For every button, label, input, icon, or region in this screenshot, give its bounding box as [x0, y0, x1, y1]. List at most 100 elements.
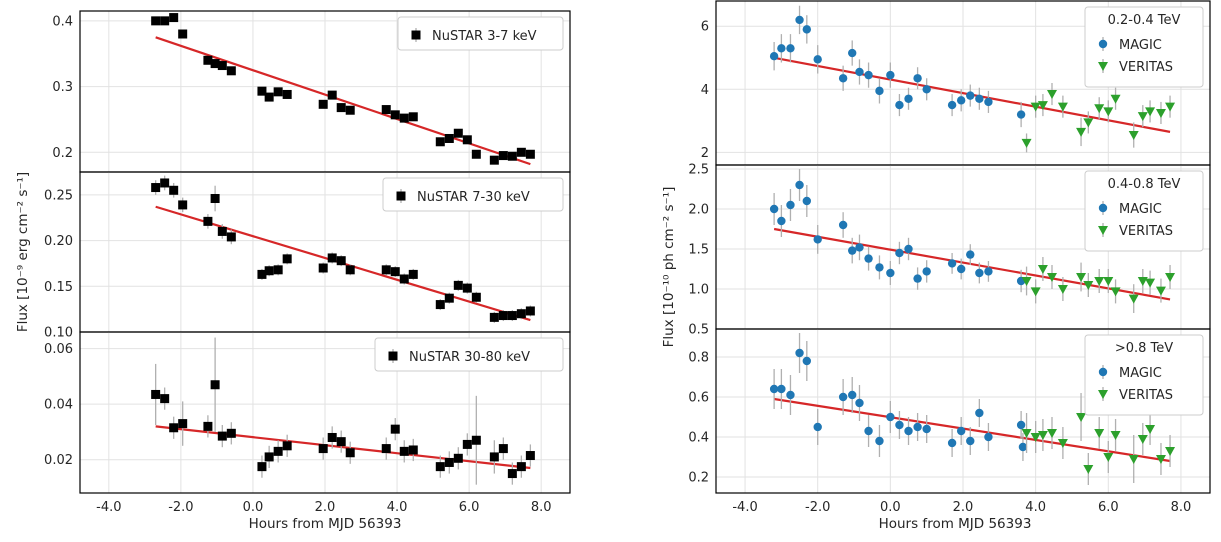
panel-1-legend-label: NuSTAR 3-7 keV: [432, 29, 537, 44]
panel-5-magic-point: [848, 246, 857, 255]
panel-3-x-tick-label: 6.0: [459, 500, 480, 515]
panel-6-magic-point: [855, 398, 864, 408]
panel-4-legend-label: MAGIC: [1119, 38, 1162, 53]
panel-5-legend-label: VERITAS: [1119, 224, 1173, 239]
panel-6-x-tick-label: 8.0: [1171, 500, 1192, 515]
panel-2-nustar-7-30-kev-point: [203, 216, 213, 226]
left-xlabel: Hours from MJD 56393: [249, 516, 402, 532]
panel-6: 0.2 0.4 0.6 0.8 -4.0 -2.0 0.0 2.0 4.0 6.0 8.0 >0.8 …: [688, 328, 1211, 515]
panel-4-magic-point: [895, 100, 904, 110]
panel-5-magic-point: [975, 268, 984, 278]
panel-1-nustar-3-7-kev-point: [226, 66, 236, 76]
panel-2-nustar-7-30-kev-point: [399, 274, 409, 284]
panel-1-nustar-3-7-kev-point: [178, 29, 188, 39]
panel-3-x-tick-label: -4.0: [96, 500, 121, 515]
panel-2-legend-box: [382, 177, 564, 212]
panel-1-nustar-3-7-kev-point: [489, 155, 499, 165]
panel-1-nustar-3-7-kev-point: [381, 105, 391, 115]
panel-4-veritas-point: [1145, 107, 1156, 117]
panel-2-nustar-7-30-kev-point: [318, 263, 328, 273]
panel-5-y-tick-label: 0.5: [688, 323, 709, 338]
panel-3-nustar-30-80-kev-point: [399, 446, 409, 456]
panel-3-nustar-30-80-kev-point: [178, 419, 188, 429]
panel-5-magic-point: [864, 254, 873, 263]
panel-4-veritas-point: [1057, 102, 1068, 112]
panel-6-legend-title: >0.8 TeV: [1115, 341, 1173, 356]
panel-6-magic-point: [786, 390, 795, 400]
panel-3-x-tick-label: -2.0: [168, 500, 193, 515]
panel-6-legend-label: MAGIC: [1119, 366, 1162, 381]
panel-5-magic-point: [895, 248, 904, 258]
panel-5-veritas-point: [1046, 273, 1057, 282]
panel-4-magic-point: [769, 51, 779, 61]
panel-6-legend: >0.8 TeV MAGIC VERITAS: [1084, 334, 1204, 416]
panel-3-nustar-30-80-kev-point: [160, 394, 170, 404]
panel-6-veritas-point: [1165, 447, 1176, 456]
panel-3-plot-area: [151, 337, 535, 485]
panel-6-veritas-point: [1083, 465, 1094, 474]
panel-1-legend-marker: [411, 30, 421, 40]
panel-1-legend: NuSTAR 3-7 keV: [397, 16, 564, 51]
panel-3-nustar-30-80-kev-point: [203, 421, 213, 431]
panel-6-y-tick-label: 0.6: [688, 391, 709, 406]
panel-6-y-tick-label: 0.8: [688, 351, 709, 366]
panel-3-nustar-30-80-kev-point: [210, 380, 220, 390]
panel-5-magic-point: [947, 259, 957, 268]
panel-3-nustar-30-80-kev-point: [336, 437, 346, 447]
panel-2-nustar-7-30-kev-point: [525, 306, 535, 316]
panel-4-magic-point: [1016, 110, 1026, 119]
panel-4-magic-point: [975, 94, 984, 103]
panel-4-magic-point: [838, 74, 848, 83]
panel-6-veritas-point: [1076, 413, 1087, 422]
panel-6-magic-point: [904, 426, 913, 436]
panel-2-nustar-7-30-kev-point: [169, 185, 179, 195]
panel-4-veritas-point: [1037, 101, 1048, 111]
panel-4-legend-marker: [1098, 39, 1108, 49]
panel-4-magic-point: [956, 96, 966, 105]
panel-5-y-tick-label: 2.0: [688, 203, 709, 218]
panel-4-magic-point: [777, 44, 786, 53]
panel-3-nustar-30-80-kev-point: [282, 441, 292, 451]
panel-2-nustar-7-30-kev-point: [178, 200, 188, 210]
panel-5-magic-point: [922, 267, 931, 276]
panel-1-nustar-3-7-kev-point: [471, 149, 481, 159]
panel-3-nustar-30-80-kev-point: [345, 448, 355, 458]
panel-6-x-tick-label: -2.0: [805, 500, 830, 515]
panel-1-nustar-3-7-kev-point: [462, 135, 472, 145]
panel-4-legend-marker: [1098, 62, 1108, 71]
panel-6-veritas-point: [1046, 429, 1057, 438]
left-ylabel: Flux [10⁻⁹ erg cm⁻² s⁻¹]: [15, 172, 31, 332]
panel-5-magic-point: [966, 250, 975, 259]
panel-4-veritas-point: [1165, 102, 1176, 112]
panel-3-nustar-30-80-kev-point: [516, 462, 526, 472]
panel-2-nustar-7-30-kev-point: [435, 300, 445, 310]
panel-5-magic-point: [802, 196, 812, 206]
panel-4-veritas-point: [1021, 138, 1032, 148]
panel-3-legend-marker: [388, 351, 398, 361]
panel-1: 0.2 0.3 0.4 NuSTAR 3-7 keV: [52, 10, 571, 173]
panel-5-veritas-point: [1155, 286, 1166, 296]
panels-layer: 0.2 0.3 0.4 NuSTAR 3-7 keV 0.10 0.15 0.20 0.25 N…: [44, 0, 1211, 515]
panel-6-y-tick-label: 0.4: [688, 431, 709, 446]
panel-6-legend-box: [1084, 334, 1204, 416]
panel-1-nustar-3-7-kev-point: [336, 103, 346, 113]
panel-3-nustar-30-80-kev-point: [408, 445, 418, 455]
panel-3: 0.02 0.04 0.06 -4.0 -2.0 0.0 2.0 4.0 6.0 8.0 NuSTA…: [44, 331, 571, 515]
panel-5-magic-point: [886, 268, 895, 278]
panel-6-magic-point: [947, 438, 957, 448]
panel-3-nustar-30-80-kev-point: [273, 446, 283, 456]
panel-6-magic-point: [864, 426, 873, 436]
panel-6-x-tick-label: 4.0: [1025, 500, 1046, 515]
panel-6-plot-area: [769, 333, 1176, 485]
panel-6-veritas-point: [1094, 429, 1105, 438]
panel-5-y-tick-label: 2.5: [688, 163, 709, 178]
panel-4-magic-point: [922, 85, 931, 94]
panel-2-nustar-7-30-kev-point: [217, 226, 227, 236]
panel-3-x-tick-label: 0.0: [243, 500, 264, 515]
panel-2-plot-area: [151, 175, 535, 323]
panel-2-legend: NuSTAR 7-30 keV: [382, 177, 564, 212]
panel-6-veritas-point: [1103, 453, 1114, 462]
panel-3-nustar-30-80-kev-point: [525, 451, 535, 461]
panel-4: 2 4 6 0.2-0.4 TeV MAGIC VERITAS: [701, 0, 1211, 166]
panel-1-nustar-3-7-kev-point: [390, 110, 400, 120]
